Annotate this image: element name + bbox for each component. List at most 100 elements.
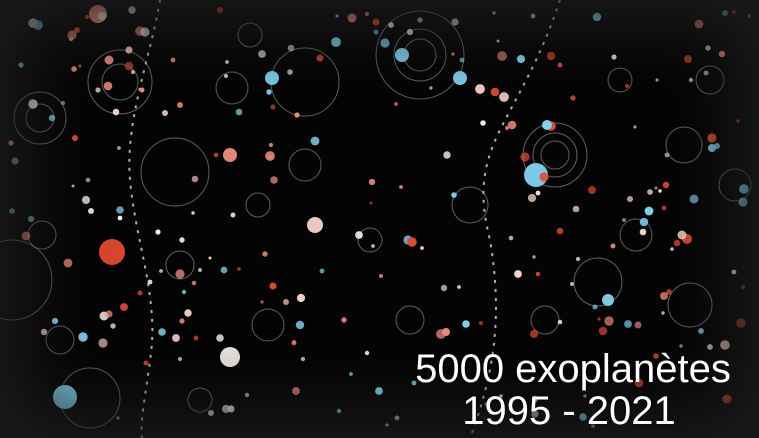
planet [572, 205, 580, 213]
planet [592, 304, 598, 310]
dashed-boundary-right [469, 0, 561, 438]
orbit-ring [451, 186, 489, 224]
planet [531, 395, 539, 403]
planet [443, 151, 451, 159]
planet [158, 328, 166, 336]
planet [51, 317, 59, 325]
planet [74, 27, 80, 33]
planet [670, 247, 674, 251]
planet [520, 152, 530, 162]
planet [703, 70, 709, 76]
planet [98, 338, 108, 348]
planet [81, 195, 91, 205]
planet [705, 45, 711, 51]
planet [542, 120, 552, 130]
planet [399, 185, 403, 189]
orbit-ring [140, 137, 210, 207]
planet [117, 215, 123, 221]
planet [120, 303, 128, 311]
planet [260, 300, 264, 304]
planet [177, 356, 183, 362]
planet [85, 177, 91, 183]
planet [270, 104, 276, 110]
planet [634, 321, 642, 329]
planet [266, 89, 272, 95]
planet [497, 51, 507, 61]
planet [179, 318, 185, 324]
planet [265, 71, 279, 85]
planet [622, 218, 626, 222]
planet [128, 6, 136, 14]
planet [514, 270, 522, 278]
planet [462, 320, 470, 328]
planet [624, 320, 632, 328]
planet [624, 83, 630, 89]
planet [220, 347, 240, 367]
planet [191, 175, 199, 183]
planet [516, 54, 526, 64]
planet [490, 87, 500, 97]
orbit-ring [101, 63, 139, 101]
planet [175, 269, 185, 279]
planet [644, 206, 654, 216]
planet [508, 235, 514, 241]
planet [530, 13, 536, 19]
planet [355, 231, 363, 239]
planet [610, 243, 616, 249]
planet [336, 408, 342, 414]
planet [283, 299, 289, 305]
planet [557, 62, 563, 68]
planet [658, 189, 662, 193]
orbit-ring [237, 22, 263, 48]
orbit-ring [573, 257, 623, 307]
planet [105, 310, 113, 318]
planet [258, 50, 266, 58]
planet [684, 55, 692, 63]
planet [529, 329, 539, 339]
planet [673, 239, 681, 247]
planet [688, 77, 694, 83]
caption-date-range: 1995 - 2021 [462, 389, 676, 433]
planet [33, 20, 43, 30]
planet [193, 335, 199, 341]
planet [364, 11, 370, 17]
planet [373, 29, 379, 35]
planet [654, 186, 658, 190]
planet [394, 102, 398, 106]
orbit-ring [718, 168, 752, 202]
planet [662, 181, 670, 189]
planet [679, 344, 683, 348]
planet [21, 231, 31, 241]
planet [372, 18, 380, 26]
orbit-ring [245, 192, 271, 218]
planetary-systems-layer [0, 5, 752, 429]
planet [88, 208, 94, 214]
planet [708, 144, 716, 152]
planet [375, 387, 383, 395]
planet [379, 274, 383, 278]
planet [97, 11, 107, 21]
planet [67, 30, 77, 40]
planet [230, 212, 236, 218]
planet [125, 46, 133, 54]
planet [139, 87, 145, 93]
orbit-ring [667, 282, 713, 328]
planet [429, 86, 433, 90]
planet [736, 119, 740, 123]
planet [124, 61, 134, 71]
planet [736, 318, 746, 328]
planet [661, 205, 667, 211]
planet [666, 289, 672, 295]
planet [417, 17, 423, 23]
planet [295, 320, 305, 330]
planet [117, 146, 121, 150]
planet [198, 268, 202, 272]
planet [722, 394, 732, 404]
planet [459, 57, 465, 63]
planet [265, 151, 275, 161]
planet [292, 387, 300, 395]
planet [48, 114, 56, 122]
planet [707, 344, 713, 350]
